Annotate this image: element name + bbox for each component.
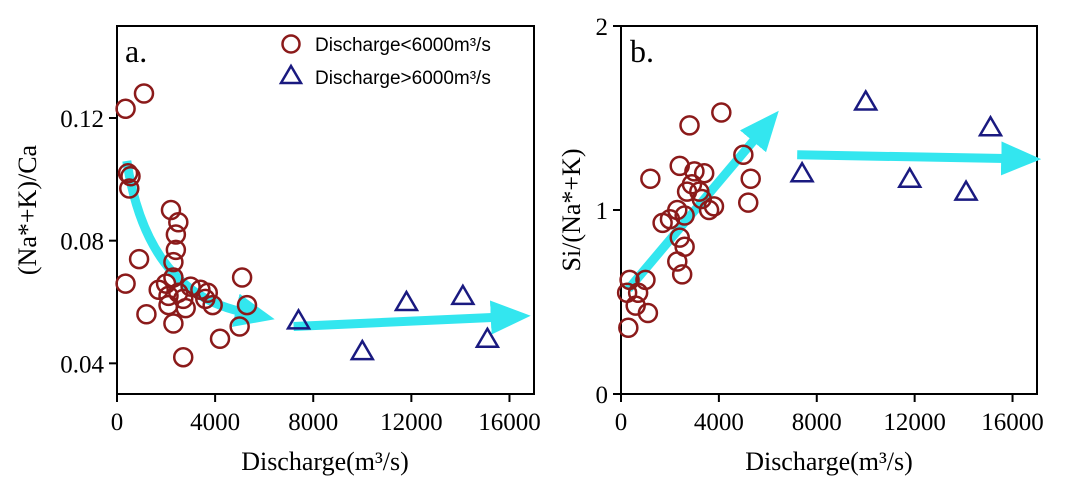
data-point-low-discharge [737,192,759,213]
x-tick-label: 4000 [190,409,240,436]
data-point-low-discharge [671,264,693,285]
y-tick-label: 0.12 [60,106,104,133]
x-tick-label: 12000 [380,409,443,436]
x-tick-label: 8000 [288,409,338,436]
data-point-low-discharge [679,115,700,136]
panel-a-x-axis-label: Discharge(m³/s) [241,447,409,476]
data-point-high-discharge [285,307,312,330]
legend: Discharge<6000m³/s Discharge>6000m³/s [278,34,491,89]
trend-arrow [293,300,531,335]
y-tick-label: 0 [596,382,609,409]
data-point-low-discharge [133,83,155,104]
trend-arrow [624,110,779,293]
data-point-low-discharge [168,212,189,233]
data-point-low-discharge [698,199,720,221]
data-point-low-discharge [163,313,184,334]
panel-a-tick-labels: 0 4000 8000 12000 16000 0.04 0.08 0.12 [60,106,540,436]
panel-a-label: a. [125,33,147,69]
y-tick-label: 0.08 [60,229,104,256]
panel-b-x-axis-label: Discharge(m³/s) [745,447,913,476]
data-point-high-discharge [474,326,501,349]
data-point-high-discharge [450,283,476,306]
data-point-low-discharge [175,297,196,319]
data-point-low-discharge [693,162,715,184]
x-tick-label: 8000 [792,409,842,436]
data-point-low-discharge [209,328,231,350]
trend-arrow [122,160,275,327]
data-point-low-discharge [618,317,639,339]
data-point-low-discharge [163,251,184,273]
data-point-high-discharge [853,88,879,111]
y-tick-label: 0.04 [60,351,104,378]
panel-b-y-axis-label: Si/(Na*+K) [557,149,586,272]
y-tick-label: 1 [596,198,609,225]
panel-a-y-axis-label: (Na*+K)/Ca [13,144,42,275]
data-point-low-discharge [117,162,139,184]
data-point-high-discharge [897,166,923,188]
data-point-low-discharge [733,144,754,166]
legend-triangle-marker [278,63,304,85]
data-point-low-discharge [128,248,150,270]
panel-b-label: b. [630,33,654,69]
x-tick-label: 4000 [694,409,744,436]
legend-high-label: Discharge>6000m³/s [315,68,491,89]
data-point-low-discharge [684,161,705,182]
panel-b-tick-labels: 0 4000 8000 12000 16000 0 1 2 [596,14,1044,436]
data-point-high-discharge [789,160,815,183]
data-point-low-discharge [740,168,761,189]
data-point-low-discharge [165,224,187,245]
data-point-low-discharge [115,98,136,120]
panel-b-plot-frame [620,25,1038,395]
data-point-low-discharge [229,316,250,337]
data-point-low-discharge [236,294,258,316]
data-point-high-discharge [977,114,1004,137]
data-point-high-discharge [393,289,420,312]
data-point-low-discharge [674,205,695,226]
data-point-low-discharge [711,102,732,123]
panel-a-chart: 0 4000 8000 12000 16000 0.04 0.08 0.12 a. Disch… [13,25,541,476]
x-tick-label: 0 [111,409,124,436]
data-point-low-discharge [180,276,201,297]
data-point-low-discharge [115,273,136,294]
panel-a-points [115,83,501,368]
x-tick-label: 12000 [883,409,946,436]
x-tick-label: 16000 [981,409,1044,436]
data-point-low-discharge [231,267,253,288]
panel-b-ticks [613,25,1014,402]
legend-low-label: Discharge<6000m³/s [315,35,491,56]
data-point-low-discharge [202,294,223,316]
data-point-low-discharge [158,285,179,307]
data-point-low-discharge [691,188,713,210]
panel-b-arrows [624,110,1042,293]
data-point-high-discharge [953,179,979,201]
panel-a-plot-frame [116,25,535,395]
data-point-low-discharge [120,166,141,187]
data-point-low-discharge [640,168,661,189]
panel-b-chart: 0 4000 8000 12000 16000 0 1 2 b. Discharge(m³/s… [557,14,1044,476]
data-point-low-discharge [635,269,656,291]
data-point-low-discharge [136,304,157,325]
data-point-low-discharge [119,178,140,199]
data-point-high-discharge [349,338,375,361]
y-tick-label: 2 [596,14,609,41]
trend-arrow [797,141,1042,176]
x-tick-label: 16000 [478,409,541,436]
panel-a-ticks [109,117,511,402]
panel-b-points [616,88,1004,339]
data-point-low-discharge [172,346,194,368]
data-point-low-discharge [674,236,695,258]
data-point-low-discharge [681,173,703,195]
x-tick-label: 0 [615,409,628,436]
legend-circle-marker [281,34,301,54]
data-point-low-discharge [165,239,187,261]
data-point-low-discharge [637,302,659,324]
